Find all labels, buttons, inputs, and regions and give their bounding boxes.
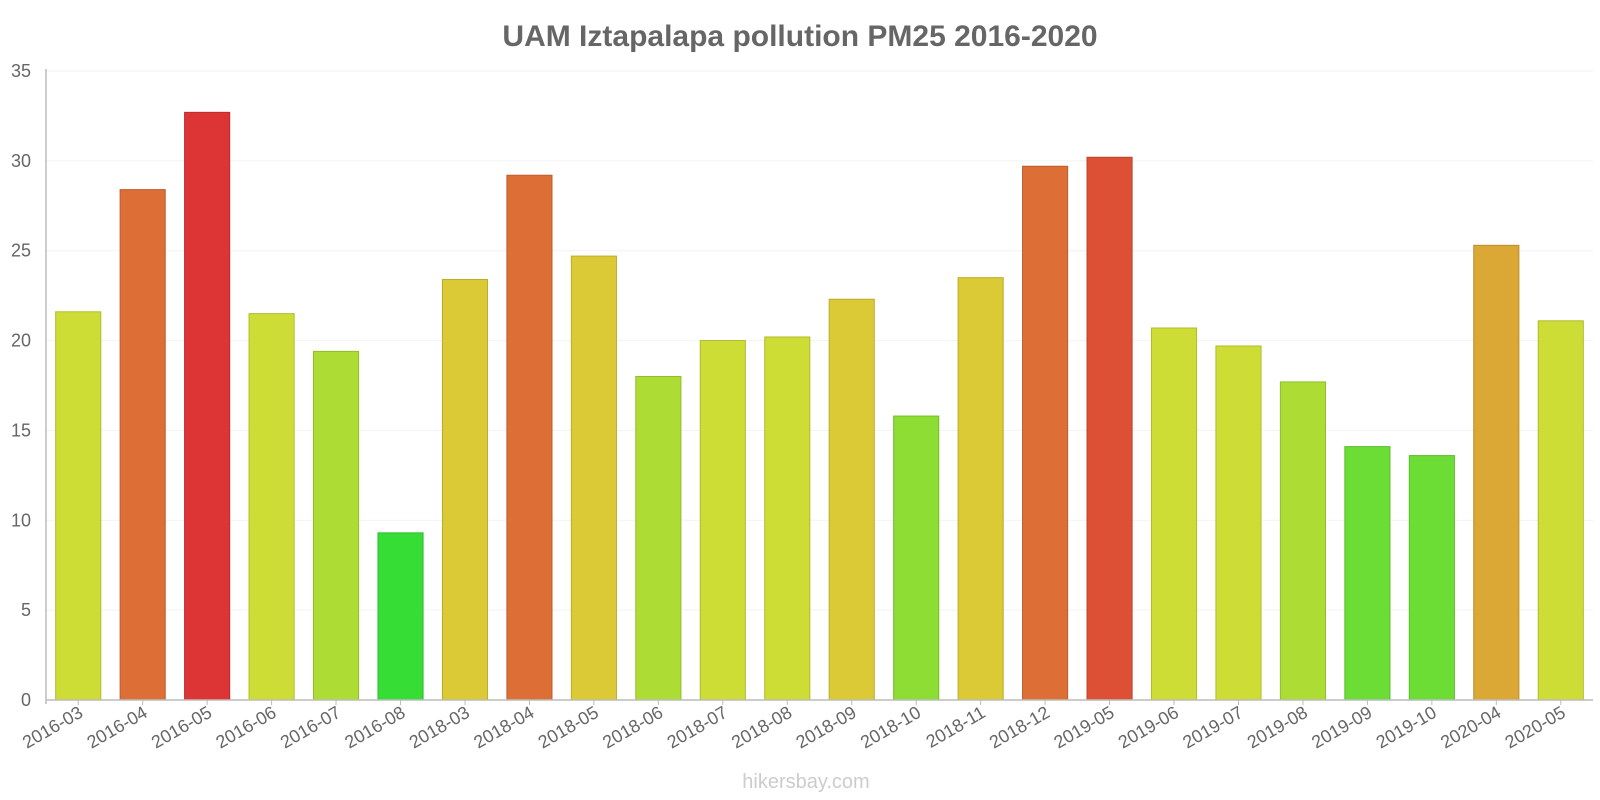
- x-tick-label: 2016-06: [212, 702, 279, 752]
- x-tick-label: 2018-06: [599, 702, 666, 752]
- bar-2019-09: [1344, 446, 1391, 701]
- bar-2016-05: [184, 111, 231, 701]
- bar-2019-05: [1086, 156, 1133, 701]
- x-tick-label: 2018-11: [923, 702, 989, 752]
- chart-title: UAM Iztapalapa pollution PM25 2016-2020: [502, 20, 1097, 53]
- x-tick-label: 2020-05: [1502, 702, 1569, 752]
- x-tick-label: 2018-09: [793, 702, 860, 752]
- x-tick-label: 2019-05: [1050, 702, 1117, 752]
- bars: [55, 111, 1584, 701]
- bar-2018-12: [1022, 165, 1069, 701]
- x-tick-label: 2018-05: [535, 702, 602, 752]
- x-tick-label: 2019-07: [1179, 702, 1246, 752]
- bar-2016-07: [313, 350, 360, 701]
- axes: [45, 69, 1593, 704]
- x-tick-label: 2016-07: [277, 702, 344, 752]
- bar-2016-04: [119, 189, 166, 701]
- bar-2016-06: [248, 313, 295, 701]
- bar-2019-06: [1150, 327, 1198, 701]
- bar-2020-04: [1473, 244, 1520, 701]
- bar-2018-10: [893, 415, 940, 701]
- bar-2016-08: [377, 532, 424, 701]
- x-tick-label: 2016-08: [341, 702, 408, 752]
- bar-2018-04: [506, 174, 553, 701]
- y-tick-label: 30: [11, 151, 31, 171]
- y-tick-label: 5: [21, 600, 31, 620]
- x-tick-label: 2018-04: [470, 702, 537, 752]
- x-tick-label: 2019-06: [1115, 702, 1182, 752]
- bar-2016-03: [55, 311, 102, 701]
- bar-2018-05: [570, 255, 617, 701]
- y-axis-ticks: 0 5 10 15 20 25 30 35: [11, 61, 31, 710]
- bar-2018-08: [764, 336, 811, 701]
- x-tick-label: 2019-10: [1373, 702, 1440, 752]
- x-tick-label: 2019-09: [1308, 702, 1375, 752]
- bar-2018-07: [699, 340, 746, 701]
- bar-2019-08: [1279, 381, 1326, 701]
- bar-2018-03: [441, 278, 489, 701]
- x-tick-label: 2016-04: [83, 702, 150, 752]
- x-tick-label: 2018-10: [857, 702, 924, 752]
- bar-2018-06: [635, 376, 682, 701]
- x-tick-label: 2018-07: [664, 702, 731, 752]
- y-tick-label: 25: [11, 241, 31, 261]
- x-tick-label: 2018-12: [986, 702, 1053, 752]
- grid-lines: [46, 70, 1593, 611]
- x-tick-label: 2016-05: [148, 702, 215, 752]
- bar-2020-05: [1537, 320, 1584, 701]
- x-axis-ticks: 2016-032016-042016-052016-062016-072016-…: [19, 700, 1569, 752]
- x-tick-label: 2020-04: [1437, 702, 1504, 752]
- bar-2019-10: [1408, 455, 1455, 701]
- x-tick-label: 2018-03: [406, 702, 473, 752]
- y-tick-label: 0: [21, 690, 31, 710]
- y-tick-label: 10: [11, 510, 31, 530]
- y-tick-label: 15: [11, 420, 31, 440]
- x-tick-label: 2018-08: [728, 702, 795, 752]
- y-tick-label: 35: [11, 61, 31, 81]
- y-tick-label: 20: [11, 331, 31, 351]
- watermark: hikersbay.com: [742, 771, 869, 793]
- bar-2018-11: [957, 277, 1004, 701]
- x-tick-label: 2019-08: [1244, 702, 1311, 752]
- bar-2018-09: [828, 298, 875, 701]
- bar-2019-07: [1215, 345, 1262, 701]
